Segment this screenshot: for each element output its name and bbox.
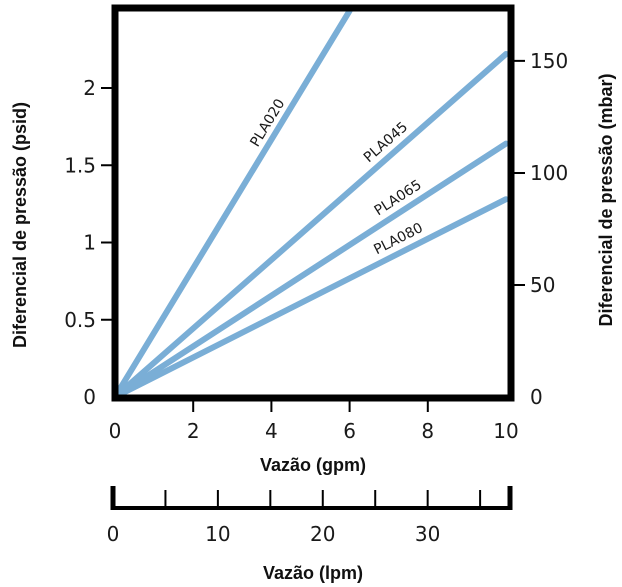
right-y-axis-title: Diferencial de pressão (mbar) [596,73,616,326]
secondary-x-tick-label: 0 [107,522,120,546]
left-y-axis: 0 0.5 1 1.5 2 [64,76,118,409]
series-line-pla065 [115,140,509,398]
secondary-x-tick-label: 20 [310,522,335,546]
right-y-tick-label: 100 [530,161,568,185]
x-tick-label: 8 [421,419,434,443]
series-line-pla080 [115,196,509,398]
secondary-x-tick-label: 10 [205,522,230,546]
x-tick-label: 2 [187,419,200,443]
left-y-tick-label: 1 [83,231,96,255]
right-y-axis: 0 50 100 150 [508,49,568,409]
secondary-x-axis-title: Vazão (lpm) [263,563,363,583]
x-tick-label: 0 [109,419,122,443]
right-y-tick-label: 150 [530,49,568,73]
plot-frame [111,4,515,402]
left-y-tick-label: 0.5 [64,308,96,332]
secondary-x-axis: 0 10 20 30 [107,486,513,546]
x-axis-title: Vazão (gpm) [260,455,366,475]
x-axis: 0 2 4 6 8 10 [109,395,519,443]
series-line-pla045 [115,51,509,398]
left-y-tick-label: 0 [83,385,96,409]
right-y-tick-label: 50 [530,273,555,297]
left-y-axis-title: Diferencial de pressão (psid) [10,102,30,348]
x-tick-label: 10 [493,419,518,443]
left-y-tick-label: 1.5 [64,153,96,177]
x-tick-label: 4 [265,419,278,443]
series-lines [115,8,509,398]
secondary-x-tick-label: 30 [415,522,440,546]
right-y-tick-label: 0 [530,385,543,409]
left-y-tick-label: 2 [83,76,96,100]
x-tick-label: 6 [343,419,356,443]
series-line-pla020 [115,8,353,398]
